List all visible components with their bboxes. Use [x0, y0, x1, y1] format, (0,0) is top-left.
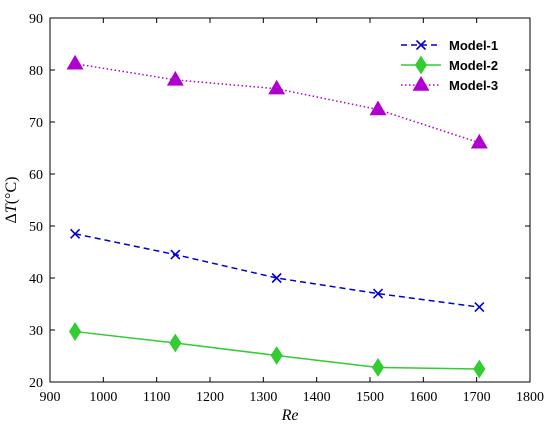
data-point-2-2: [169, 333, 182, 353]
y-tick-label-20: 20: [29, 376, 43, 391]
legend-marker-1: [415, 39, 427, 51]
x-tick-label-1000: 1000: [89, 390, 117, 405]
data-point-2-4: [371, 358, 385, 377]
data-point-3-2: [166, 70, 184, 86]
y-axis-label-unit: (°C): [3, 177, 20, 205]
y-axis-label-variable: T: [3, 203, 20, 213]
data-point-1-5: [474, 302, 485, 313]
series-line-1: [74, 233, 480, 308]
series-model-1: [70, 228, 485, 313]
x-tick-label-1200: 1200: [196, 390, 224, 405]
y-tick-label-40: 40: [29, 272, 43, 287]
x-tick-label-1300: 1300: [249, 390, 277, 405]
y-axis-label-delta: Δ: [3, 213, 20, 223]
y-tick-label-60: 60: [29, 168, 43, 183]
series-model-3: [66, 54, 488, 149]
data-point-3-3: [268, 79, 286, 95]
y-tick-label-80: 80: [29, 64, 43, 79]
data-point-1-1: [70, 228, 81, 239]
series-model-2: [68, 322, 486, 379]
axis-ticks: 900 1000 1100 1200 1300 1400 1500 1600 1700 1800 2…: [29, 12, 544, 405]
series-layer: [66, 54, 488, 379]
y-axis-label: ΔT(°C): [3, 177, 20, 224]
data-point-1-3: [271, 272, 282, 284]
y-tick-label-70: 70: [29, 116, 43, 131]
legend-label-3: Model-3: [449, 78, 498, 93]
y-tick-label-30: 30: [29, 324, 43, 339]
x-tick-label-1600: 1600: [409, 390, 437, 405]
x-tick-label-1100: 1100: [143, 390, 170, 405]
data-point-1-2: [170, 249, 181, 260]
x-tick-label-1800: 1800: [516, 390, 544, 405]
x-axis-label: Re: [281, 407, 299, 424]
data-point-2-1: [68, 322, 82, 341]
data-point-3-4: [369, 100, 387, 116]
legend-marker-3: [412, 75, 430, 91]
x-tick-label-1400: 1400: [303, 390, 331, 405]
data-point-3-1: [66, 54, 84, 70]
data-point-2-3: [270, 346, 283, 365]
data-point-2-5: [473, 359, 486, 379]
y-tick-label-90: 90: [29, 12, 43, 27]
x-tick-label-1700: 1700: [463, 390, 491, 405]
legend-label-1: Model-1: [449, 38, 498, 53]
data-point-1-4: [372, 288, 384, 299]
legend-label-2: Model-2: [449, 58, 498, 73]
x-tick-label-900: 900: [40, 390, 61, 405]
y-tick-label-50: 50: [29, 220, 43, 235]
plot-frame: [49, 17, 531, 383]
legend-marker-2: [414, 55, 428, 75]
x-tick-label-1500: 1500: [356, 390, 384, 405]
data-point-3-5: [470, 133, 488, 149]
legend: Model-1 Model-2 Model-3: [394, 33, 520, 99]
